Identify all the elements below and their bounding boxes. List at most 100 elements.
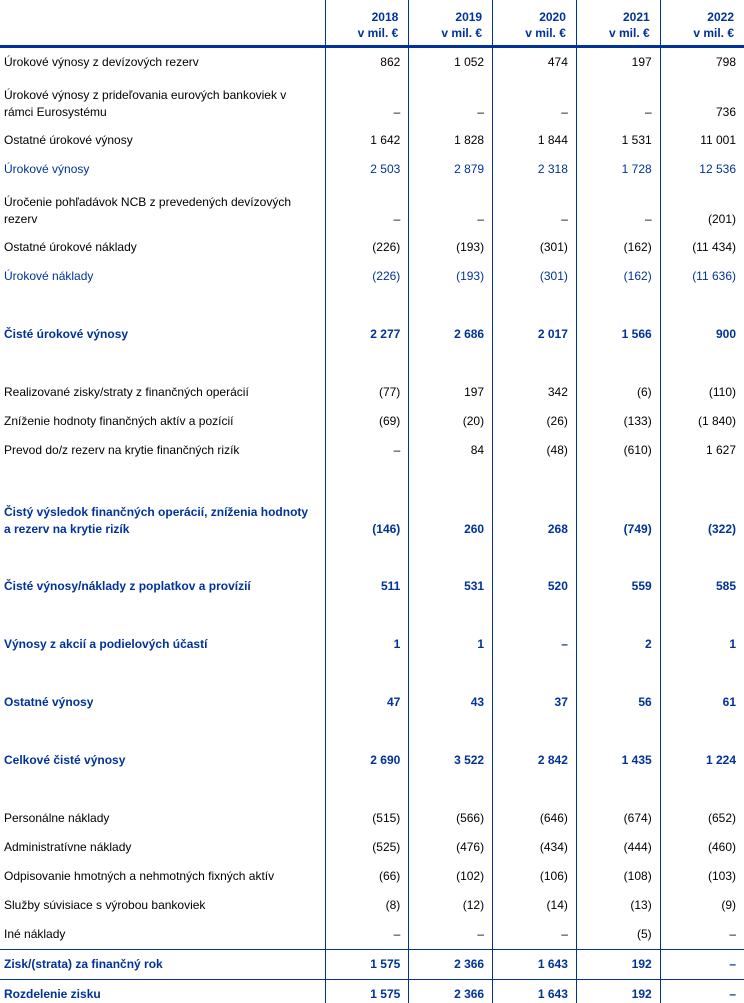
value-cell-2018: (226) bbox=[324, 262, 409, 291]
spacer-row bbox=[0, 291, 744, 320]
spacer-cell bbox=[408, 601, 493, 630]
value-cell-2018: – bbox=[324, 920, 409, 950]
header-year: 2018 bbox=[371, 10, 399, 24]
header-unit: v mil. € bbox=[693, 26, 734, 40]
value-cell-2021: 559 bbox=[575, 572, 661, 601]
row-label: Služby súvisiace s výrobou bankoviek bbox=[4, 898, 206, 912]
spacer-cell bbox=[324, 543, 409, 572]
spacer-cell bbox=[324, 601, 409, 630]
value-cell-2018: 1 575 bbox=[324, 949, 409, 980]
value-cell-2018: (525) bbox=[324, 833, 409, 862]
table-row: Úrokové výnosy 2 503 2 879 2 318 1 728 12 536 bbox=[0, 155, 744, 184]
value-cell-2019: (12) bbox=[408, 891, 493, 920]
row-label: Ostatné úrokové náklady bbox=[4, 240, 137, 254]
value-cell-2018: 47 bbox=[324, 688, 409, 717]
table-row: Administratívne náklady (525) (476) (434) (4… bbox=[0, 833, 744, 862]
value-cell-2020: 1 643 bbox=[492, 949, 577, 980]
value-cell-2018: 2 503 bbox=[324, 155, 409, 184]
value-cell-2018: 1 642 bbox=[324, 126, 409, 155]
spacer-cell bbox=[408, 775, 493, 804]
spacer-cell bbox=[659, 291, 744, 320]
spacer-cell bbox=[0, 659, 325, 688]
header-year: 2020 bbox=[539, 10, 566, 24]
spacer-row bbox=[0, 659, 744, 688]
header-unit: v mil. € bbox=[441, 26, 483, 40]
value-cell-2022: (652) bbox=[659, 804, 744, 833]
row-label: Čistý výsledok finančných operácií, zníž… bbox=[4, 505, 309, 536]
value-cell-2021: 56 bbox=[575, 688, 661, 717]
value-cell-2019: 2 366 bbox=[408, 949, 493, 980]
table-row: Služby súvisiace s výrobou bankoviek (8)(… bbox=[0, 891, 744, 920]
table-row: Ostatné úrokové náklady (226) (193) (301) (1… bbox=[0, 233, 744, 262]
value-cell-2019: 43 bbox=[408, 688, 493, 717]
value-cell-2019: 260 bbox=[408, 494, 493, 543]
header-year: 2021 bbox=[622, 10, 650, 24]
header-year-2021: 2021 v mil. € bbox=[575, 0, 661, 48]
row-label: Celkové čisté výnosy bbox=[4, 753, 126, 767]
table-row: Úročenie pohľadávok NCB z prevedených de… bbox=[0, 184, 744, 233]
table-row: Prevod do/z rezerv na krytie finančných … bbox=[0, 436, 744, 465]
value-cell-2022: 11 001 bbox=[659, 126, 744, 155]
spacer-cell bbox=[492, 291, 577, 320]
value-cell-2019: (102) bbox=[408, 862, 493, 891]
value-cell-2019: 84 bbox=[408, 436, 493, 465]
row-label: Ostatné výnosy bbox=[4, 695, 94, 709]
spacer-cell bbox=[492, 543, 577, 572]
value-cell-2022: 1 bbox=[659, 630, 744, 659]
value-cell-2020: 342 bbox=[492, 378, 577, 407]
value-cell-2020: (106) bbox=[492, 862, 577, 891]
value-cell-2022: 61 bbox=[659, 688, 744, 717]
value-cell-2020: (301) bbox=[492, 233, 577, 262]
value-cell-2018: – bbox=[324, 77, 409, 126]
value-cell-2018: 1 575 bbox=[324, 979, 409, 1003]
table-row: Personálne náklady (515) (566) (646) (674) (6… bbox=[0, 804, 744, 833]
row-label: Rozdelenie zisku bbox=[0, 979, 325, 1003]
spacer-cell bbox=[575, 717, 661, 746]
value-cell-2020: (26) bbox=[492, 407, 577, 436]
spacer-cell bbox=[0, 465, 325, 494]
row-label: Iné náklady bbox=[4, 927, 66, 941]
spacer-cell bbox=[575, 601, 661, 630]
value-cell-2018: – bbox=[324, 436, 409, 465]
value-cell-2022: – bbox=[659, 979, 744, 1003]
row-label: Realizované zisky/straty z finančných op… bbox=[4, 385, 249, 399]
spacer-cell bbox=[408, 465, 493, 494]
spacer-cell bbox=[492, 659, 577, 688]
spacer-cell bbox=[575, 659, 661, 688]
header-year-2019: 2019 v mil. € bbox=[408, 0, 493, 48]
spacer-cell bbox=[659, 349, 744, 378]
spacer-cell bbox=[659, 465, 744, 494]
value-cell-2021: 1 566 bbox=[575, 320, 661, 349]
value-cell-2020: (14) bbox=[492, 891, 577, 920]
spacer-cell bbox=[575, 543, 661, 572]
value-cell-2022: (103) bbox=[659, 862, 744, 891]
table-row: Ostatné výnosy 47 43 37 56 61 bbox=[0, 688, 744, 717]
value-cell-2019: (20) bbox=[408, 407, 493, 436]
value-cell-2019: 1 bbox=[408, 630, 493, 659]
spacer-cell bbox=[659, 659, 744, 688]
table-row: Úrokové náklady (226) (193) (301) (162) (11 6… bbox=[0, 262, 744, 291]
value-cell-2022: – bbox=[659, 949, 744, 980]
value-cell-2018: 511 bbox=[324, 572, 409, 601]
row-label: Úročenie pohľadávok NCB z prevedených de… bbox=[4, 195, 291, 226]
value-cell-2022: 736 bbox=[659, 77, 744, 126]
value-cell-2018: 862 bbox=[324, 46, 409, 77]
spacer-cell bbox=[492, 349, 577, 378]
value-cell-2019: 2 366 bbox=[408, 979, 493, 1003]
spacer-cell bbox=[659, 717, 744, 746]
value-cell-2021: 1 728 bbox=[575, 155, 661, 184]
table-row: Iné náklady – – – (5) – bbox=[0, 920, 744, 950]
table-row: Čistý výsledok finančných operácií, zníž… bbox=[0, 494, 744, 543]
value-cell-2022: – bbox=[659, 920, 744, 950]
value-cell-2022: (110) bbox=[659, 378, 744, 407]
value-cell-2021: (108) bbox=[575, 862, 661, 891]
value-cell-2022: (9) bbox=[659, 891, 744, 920]
row-label: Ostatné úrokové výnosy bbox=[4, 133, 133, 147]
value-cell-2018: (515) bbox=[324, 804, 409, 833]
value-cell-2018: 2 277 bbox=[324, 320, 409, 349]
row-label: Zníženie hodnoty finančných aktív a pozí… bbox=[4, 414, 234, 428]
value-cell-2019: (566) bbox=[408, 804, 493, 833]
table-row: Odpisovanie hmotných a nehmotných fixnýc… bbox=[0, 862, 744, 891]
value-cell-2018: (226) bbox=[324, 233, 409, 262]
